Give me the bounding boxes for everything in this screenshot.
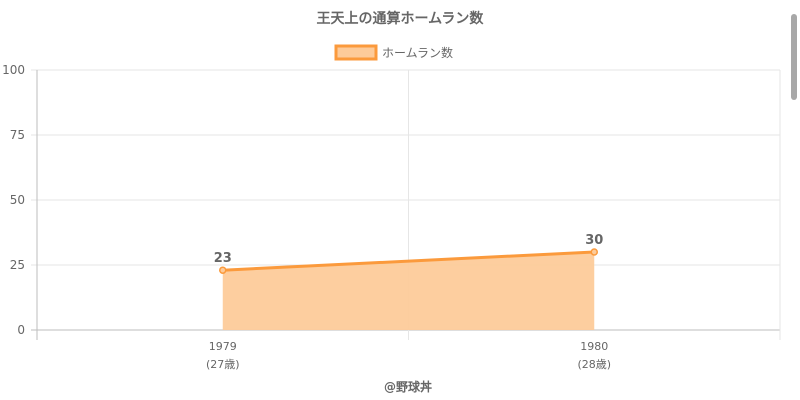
data-point bbox=[219, 266, 227, 274]
scrollbar-thumb[interactable] bbox=[791, 14, 797, 100]
y-tick-label: 50 bbox=[10, 193, 25, 207]
x-tick-label: 1980 bbox=[580, 340, 608, 353]
x-tick-sublabel: (28歳) bbox=[577, 358, 611, 371]
x-axis: 1979 (27歳) 1980 (28歳) bbox=[206, 340, 611, 371]
grid bbox=[31, 69, 781, 340]
legend-swatch bbox=[334, 44, 378, 61]
legend[interactable]: ホームラン数 bbox=[334, 44, 453, 61]
data-label: 30 bbox=[585, 233, 603, 248]
series-area bbox=[222, 252, 595, 330]
y-tick-label: 25 bbox=[10, 258, 25, 272]
data-point bbox=[590, 248, 598, 256]
chart-title: 王天上の通算ホームラン数 bbox=[317, 10, 485, 27]
y-tick-label: 100 bbox=[2, 63, 25, 77]
y-tick-label: 75 bbox=[10, 128, 25, 142]
series-home-runs: 23 30 bbox=[214, 233, 603, 330]
x-tick-label: 1979 bbox=[209, 340, 237, 353]
data-label: 23 bbox=[214, 251, 232, 266]
y-tick-label: 0 bbox=[17, 323, 25, 337]
x-tick-sublabel: (27歳) bbox=[206, 358, 240, 371]
y-axis: 0 25 50 75 100 bbox=[2, 63, 25, 337]
legend-label: ホームラン数 bbox=[382, 45, 453, 60]
credit: @野球丼 bbox=[384, 379, 432, 394]
series-line bbox=[222, 250, 595, 272]
